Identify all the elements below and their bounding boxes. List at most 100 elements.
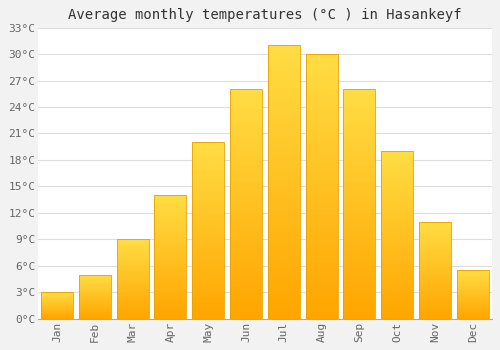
Bar xyxy=(78,288,111,289)
Bar xyxy=(456,285,489,286)
Bar xyxy=(116,239,148,240)
Bar xyxy=(268,247,300,250)
Bar xyxy=(192,287,224,289)
Bar xyxy=(78,293,111,294)
Bar xyxy=(344,236,376,238)
Bar xyxy=(230,183,262,186)
Bar xyxy=(154,259,186,261)
Bar xyxy=(154,242,186,243)
Bar xyxy=(419,234,451,235)
Bar xyxy=(154,195,186,196)
Bar xyxy=(344,133,376,135)
Bar xyxy=(192,172,224,174)
Bar xyxy=(268,86,300,89)
Bar xyxy=(344,195,376,197)
Bar xyxy=(154,230,186,231)
Bar xyxy=(154,282,186,283)
Bar xyxy=(230,245,262,247)
Bar xyxy=(78,303,111,304)
Bar xyxy=(154,272,186,273)
Bar xyxy=(381,245,413,247)
Bar xyxy=(344,96,376,99)
Bar xyxy=(154,226,186,227)
Bar xyxy=(268,48,300,51)
Bar xyxy=(344,145,376,147)
Bar xyxy=(230,101,262,103)
Bar xyxy=(268,209,300,212)
Bar xyxy=(154,306,186,308)
Bar xyxy=(419,287,451,288)
Bar xyxy=(419,295,451,296)
Bar xyxy=(381,210,413,211)
Bar xyxy=(306,298,338,300)
Bar xyxy=(456,314,489,315)
Bar xyxy=(344,213,376,216)
Bar xyxy=(344,181,376,183)
Bar xyxy=(230,133,262,135)
Bar xyxy=(419,264,451,265)
Bar xyxy=(192,218,224,220)
Bar xyxy=(116,251,148,252)
Bar xyxy=(268,226,300,229)
Bar xyxy=(344,225,376,227)
Bar xyxy=(456,307,489,308)
Bar xyxy=(268,237,300,239)
Bar xyxy=(116,252,148,253)
Bar xyxy=(78,306,111,307)
Bar xyxy=(230,282,262,284)
Bar xyxy=(154,273,186,274)
Bar xyxy=(192,153,224,155)
Bar xyxy=(230,266,262,268)
Bar xyxy=(381,206,413,208)
Bar xyxy=(456,270,489,318)
Bar xyxy=(419,310,451,311)
Bar xyxy=(154,222,186,224)
Bar xyxy=(192,223,224,225)
Bar xyxy=(306,282,338,284)
Bar xyxy=(230,300,262,303)
Bar xyxy=(381,196,413,198)
Bar xyxy=(344,170,376,172)
Bar xyxy=(419,299,451,300)
Bar xyxy=(419,224,451,225)
Bar xyxy=(344,247,376,250)
Bar xyxy=(306,202,338,205)
Bar xyxy=(268,256,300,259)
Bar xyxy=(116,244,148,245)
Bar xyxy=(154,235,186,236)
Bar xyxy=(268,56,300,59)
Bar xyxy=(419,270,451,271)
Bar xyxy=(268,133,300,135)
Bar xyxy=(419,301,451,302)
Bar xyxy=(306,181,338,184)
Bar xyxy=(116,290,148,291)
Bar xyxy=(230,296,262,298)
Bar xyxy=(78,283,111,284)
Bar xyxy=(344,188,376,190)
Bar xyxy=(306,162,338,165)
Bar xyxy=(344,112,376,114)
Bar xyxy=(192,310,224,312)
Bar xyxy=(154,299,186,300)
Bar xyxy=(192,313,224,315)
Bar xyxy=(381,195,413,196)
Bar xyxy=(230,179,262,181)
Bar xyxy=(154,258,186,259)
Bar xyxy=(116,272,148,273)
Bar xyxy=(192,220,224,222)
Bar xyxy=(268,141,300,144)
Bar xyxy=(230,131,262,133)
Bar xyxy=(116,309,148,310)
Bar xyxy=(78,297,111,298)
Bar xyxy=(381,171,413,173)
Bar xyxy=(344,92,376,94)
Bar xyxy=(192,163,224,165)
Bar xyxy=(344,89,376,92)
Bar xyxy=(456,299,489,300)
Bar xyxy=(419,317,451,318)
Bar xyxy=(381,315,413,317)
Bar xyxy=(306,184,338,187)
Bar xyxy=(456,286,489,287)
Bar xyxy=(306,271,338,274)
Bar xyxy=(419,265,451,266)
